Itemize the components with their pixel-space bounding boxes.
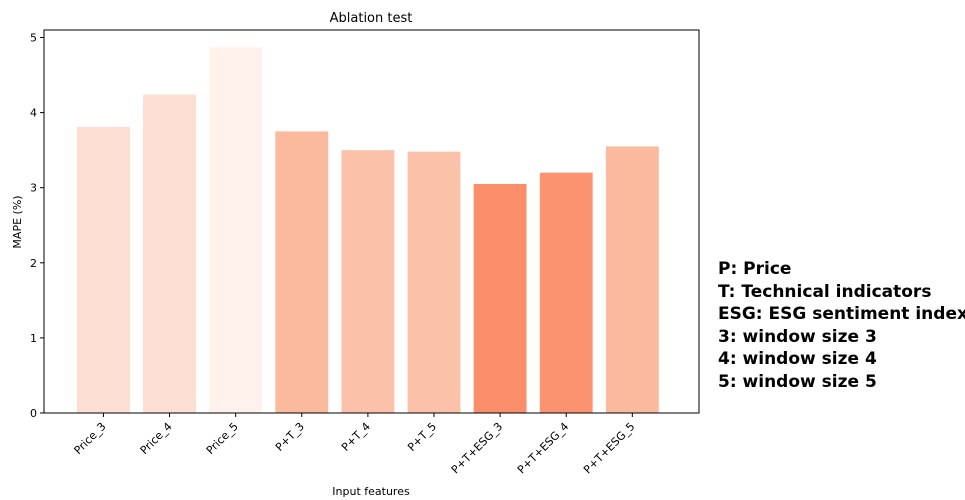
bar-p-t-4 [341, 150, 395, 413]
chart-title: Ablation test [330, 11, 413, 26]
plot-area-frame [43, 29, 700, 414]
x-axis-label: Input features [332, 485, 410, 498]
bar-p-t-esg-4 [539, 172, 593, 413]
note-line: ESG: ESG sentiment index [718, 304, 965, 324]
bars-layer [77, 47, 659, 414]
bar-p-t-esg-3 [473, 183, 527, 413]
x-tick-label: Price_4 [138, 420, 175, 457]
x-tick-label: Price_5 [204, 420, 241, 457]
note-line: 4: window size 4 [718, 349, 877, 369]
x-tick-label: Price_3 [72, 420, 109, 457]
x-axis: Price_3 Price_4 Price_5 P+T_3 P+T_4 P+T_5 P+T+… [72, 413, 637, 476]
bar-price-3 [77, 126, 130, 413]
y-tick-label: 4 [30, 107, 37, 120]
y-tick-label: 1 [30, 332, 37, 345]
note-line: P: Price [718, 259, 792, 279]
y-tick-label: 2 [30, 257, 37, 270]
x-tick-label: P+T+ESG_4 [515, 420, 571, 476]
y-tick-label: 5 [30, 32, 37, 45]
x-tick-label: P+T+ESG_5 [581, 420, 637, 476]
x-tick-label: P+T_4 [339, 420, 373, 454]
note-line: 5: window size 5 [718, 371, 877, 392]
y-axis-label: MAPE (%) [11, 195, 24, 248]
y-tick-label: 0 [30, 407, 37, 420]
y-axis: 0 1 2 3 4 5 [30, 32, 44, 420]
note-line: T: Technical indicators [718, 281, 932, 302]
x-tick-label: P+T_3 [273, 420, 307, 454]
y-tick-label: 3 [30, 182, 37, 195]
bar-p-t-3 [275, 131, 329, 413]
bar-p-t-5 [407, 151, 461, 413]
note-line: 3: window size 3 [718, 326, 877, 347]
bar-price-5 [209, 47, 263, 414]
bar-p-t-esg-5 [605, 146, 659, 413]
bar-price-4 [143, 94, 196, 413]
abbreviation-notes: P: Price T: Technical indicators ESG: ES… [718, 258, 965, 393]
x-tick-label: P+T+ESG_3 [449, 420, 505, 476]
x-tick-label: P+T_5 [405, 420, 439, 454]
